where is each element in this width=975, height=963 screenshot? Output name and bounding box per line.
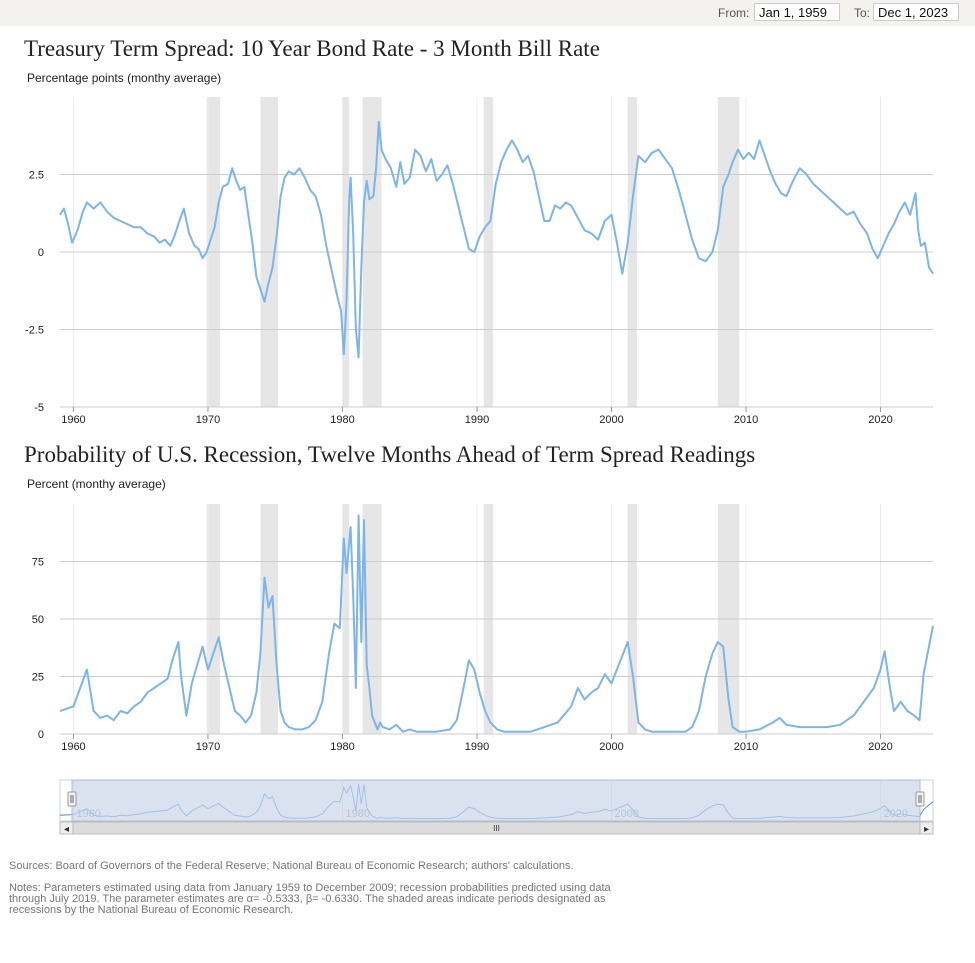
- y-tick-label: 25: [32, 672, 44, 684]
- navigator-handle[interactable]: [67, 791, 77, 807]
- scroll-right-button[interactable]: [919, 821, 934, 835]
- to-date-input[interactable]: Dec 1, 2023: [873, 3, 959, 21]
- series-line: [59, 120, 934, 359]
- from-label: From:: [718, 6, 750, 20]
- chart2-units: Percent (monthy average): [27, 477, 166, 491]
- y-tick-label: 2.5: [29, 170, 44, 182]
- term-spread-chart: 2.5 0 -2.5 -5 1960 1970 1980 1990 2000 2010 2020: [25, 97, 934, 425]
- range-navigator[interactable]: 1960 1980 2000 2020 ◂ ▸ III: [0, 0, 975, 840]
- y-tick-label: 50: [32, 614, 44, 626]
- x-tick-label: 1990: [465, 741, 489, 753]
- y-tick-label: 75: [32, 557, 44, 569]
- x-tick-label: 1980: [330, 414, 354, 425]
- chart1-units: Percentage points (monthy average): [27, 71, 222, 85]
- y-tick-label: 0: [38, 729, 44, 741]
- chart1-title: Treasury Term Spread: 10 Year Bond Rate …: [24, 36, 600, 61]
- notes-text: Notes: Parameters estimated using data f…: [9, 882, 611, 916]
- x-tick-label: 1960: [61, 741, 85, 753]
- x-tick-label: 1970: [196, 741, 220, 753]
- x-tick-label: 1990: [465, 414, 489, 425]
- navigator-selection: [71, 779, 921, 822]
- x-tick-label: 2010: [734, 741, 758, 753]
- y-tick-label: -5: [34, 402, 44, 414]
- scroll-left-arrow-icon: ◂: [64, 824, 69, 835]
- scroll-left-button[interactable]: [59, 821, 74, 835]
- y-tick-label: 0: [38, 247, 44, 259]
- from-date-input[interactable]: Jan 1, 1959: [754, 3, 840, 21]
- series-line: [59, 514, 934, 733]
- navigator-handle[interactable]: [915, 791, 925, 807]
- sources-text: Sources: Board of Governors of the Feder…: [9, 860, 574, 872]
- x-tick-label: 1970: [196, 414, 220, 425]
- x-tick-label: 1980: [330, 741, 354, 753]
- x-tick-label: 2010: [734, 414, 758, 425]
- x-tick-label: 1960: [61, 414, 85, 425]
- scroll-grip-icon: III: [493, 824, 500, 833]
- x-tick-label: 2020: [868, 414, 892, 425]
- x-tick-label: 2000: [599, 414, 623, 425]
- date-range-bar: From: Jan 1, 1959 To: Dec 1, 2023: [0, 0, 975, 26]
- x-tick-label: 2000: [599, 741, 623, 753]
- chart2-title: Probability of U.S. Recession, Twelve Mo…: [24, 442, 756, 467]
- y-tick-label: -2.5: [25, 325, 44, 337]
- to-label: To:: [854, 6, 871, 20]
- scroll-right-arrow-icon: ▸: [924, 824, 929, 835]
- recession-probability-chart: 75 50 25 0 1960 1970 1980 1990 2000 2010 2020: [32, 504, 934, 753]
- x-tick-label: 2020: [868, 741, 892, 753]
